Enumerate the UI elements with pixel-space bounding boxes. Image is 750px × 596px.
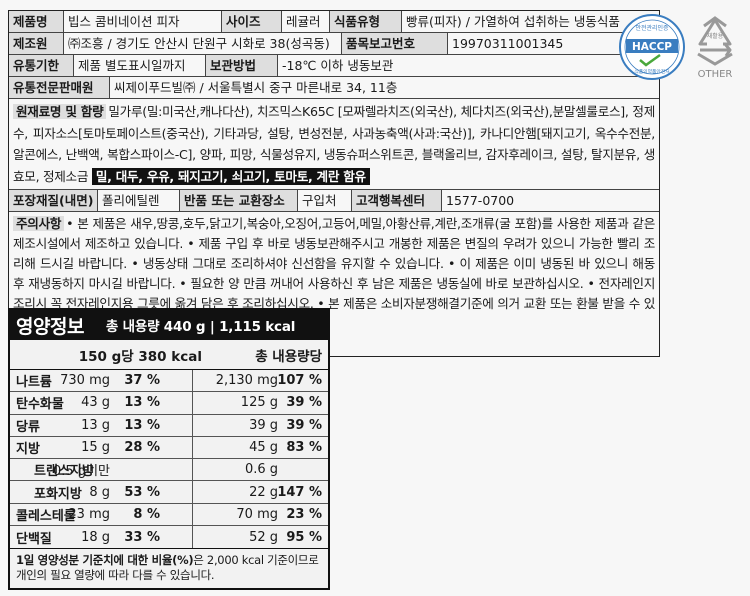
footnote-text: 은 2,000 kcal 기준이므로 개인의 필요 열량에 따라 다를 수 있습… xyxy=(16,553,319,583)
storage-value: -18℃ 이하 냉동보관 xyxy=(277,55,659,76)
recycle-other-icon: 재활용 OTHER xyxy=(697,16,733,80)
recycle-top-text: 재활용 xyxy=(707,32,724,40)
nutrition-rows: 나트륨 730 mg 37 % 2,130 mg 107 % 탄수화물 43 g… xyxy=(10,370,328,549)
nutrient-name: 나트륨 xyxy=(16,375,52,391)
exchange-value: 구입처 xyxy=(297,190,351,211)
exchange-label: 반품 또는 교환장소 xyxy=(179,190,297,211)
info-row-name: 제품명 빕스 콤비네이션 피자 사이즈 레귤러 식품유형 빵류(피자) / 가열… xyxy=(9,11,659,33)
maker-label: 제조원 xyxy=(9,33,63,54)
nutrient-percent-total: 147 % xyxy=(277,484,322,500)
nutrient-percent-serving: 8 % xyxy=(133,506,160,522)
haccp-top-text: 안전관리인증 xyxy=(635,24,669,32)
info-row-maker: 제조원 ㈜조흥 / 경기도 안산시 단원구 시화로 38(성곡동) 품목보고번호… xyxy=(9,33,659,55)
nutrient-amount-serving: 43 g xyxy=(81,395,110,411)
per-total-header: 총 내용량당 xyxy=(255,348,322,365)
nutrition-title: 영양정보 xyxy=(16,315,84,338)
nutrient-percent-total: 23 % xyxy=(286,506,322,522)
nutrient-amount-total: 0.6 g xyxy=(244,462,278,478)
nutrition-total: 총 내용량 440 g | 1,115 kcal xyxy=(105,319,296,335)
name-label: 제품명 xyxy=(9,11,63,32)
storage-label: 보관방법 xyxy=(205,55,277,76)
cs-label: 고객행복센터 xyxy=(351,190,441,211)
seller-value: 씨제이푸드빌㈜ / 서울특별시 중구 마른내로 34, 11층 xyxy=(109,77,659,98)
nutrient-percent-serving: 28 % xyxy=(124,440,160,456)
nutrition-row: 포화지방 8 g 53 % 22 g 147 % xyxy=(10,481,328,504)
haccp-text: HACCP xyxy=(632,41,672,53)
nutrient-amount-total: 52 g xyxy=(249,529,278,545)
nutrient-percent-total: 107 % xyxy=(277,373,322,389)
type-label: 식품유형 xyxy=(329,11,401,32)
cs-phone: 1577-0700 xyxy=(441,190,659,211)
nutrition-header: 영양정보 총 내용량 440 g | 1,115 kcal xyxy=(10,310,328,340)
nutrient-amount-serving: 0.5 g미만 xyxy=(53,464,110,480)
nutrient-amount-serving: 15 g xyxy=(81,440,110,456)
ingredients-label: 원재료명 및 함량 xyxy=(13,104,107,119)
nutrient-name: 콜레스테롤 xyxy=(16,508,76,524)
nutrient-name: 트랜스지방 xyxy=(34,464,94,480)
nutrient-amount-total: 70 mg xyxy=(236,506,278,522)
nutrient-amount-total: 2,130 mg xyxy=(215,373,278,389)
packaging-label: 포장재질(내면) xyxy=(9,190,97,211)
type-value: 빵류(피자) / 가열하여 섭취하는 냉동식품 xyxy=(401,11,659,32)
nutrient-amount-total: 125 g xyxy=(240,395,278,411)
nutrition-column-header: 150 g당 380 kcal 총 내용량당 xyxy=(10,340,328,370)
nutrient-name: 지방 xyxy=(16,442,40,458)
expiry-value: 제품 별도표시일까지 xyxy=(73,55,205,76)
ingredients-block: 원재료명 및 함량 밀가루(밀:미국산,캐나다산), 치즈믹스K65C [모짜렐라… xyxy=(9,99,659,189)
nutrient-amount-serving: 18 g xyxy=(81,529,110,545)
nutrient-name: 탄수화물 xyxy=(16,397,64,413)
nutrition-footnote: 1일 영양성분 기준치에 대한 비율(%)은 2,000 kcal 기준이므로 … xyxy=(10,548,328,587)
per-serving-header: 150 g당 380 kcal xyxy=(78,348,202,365)
nutrition-row: 단백질 18 g 33 % 52 g 95 % xyxy=(10,526,328,549)
nutrient-amount-total: 45 g xyxy=(249,440,278,456)
report-number: 19970311001345 xyxy=(447,33,659,54)
nutrition-row: 나트륨 730 mg 37 % 2,130 mg 107 % xyxy=(10,370,328,393)
info-row-packaging: 포장재질(내면) 폴리에틸렌 반품 또는 교환장소 구입처 고객행복센터 157… xyxy=(9,190,659,212)
nutrient-percent-serving: 13 % xyxy=(124,395,160,411)
ingredients-text: 밀가루(밀:미국산,캐나다산), 치즈믹스K65C [모짜렐라치즈(외국산), … xyxy=(13,104,655,184)
caution-label: 주의사항 xyxy=(13,216,65,231)
packaging-value: 폴리에틸렌 xyxy=(97,190,179,211)
haccp-logo: 안전관리인증 HACCP 식품의약품안전처 xyxy=(619,14,685,80)
nutrition-row: 당류 13 g 13 % 39 g 39 % xyxy=(10,414,328,437)
nutrition-facts: 영양정보 총 내용량 440 g | 1,115 kcal 150 g당 380… xyxy=(8,308,330,590)
recycle-other-text: OTHER xyxy=(698,69,733,80)
info-row-seller: 유통전문판매원 씨제이푸드빌㈜ / 서울특별시 중구 마른내로 34, 11층 xyxy=(9,77,659,99)
nutrient-name: 단백질 xyxy=(16,531,52,547)
footnote-bold: 1일 영양성분 기준치에 대한 비율(%) xyxy=(16,553,194,568)
haccp-bottom-text: 식품의약품안전처 xyxy=(634,68,669,75)
nutrient-name: 포화지방 xyxy=(34,486,82,502)
product-name: 빕스 콤비네이션 피자 xyxy=(63,11,221,32)
nutrient-percent-total: 95 % xyxy=(286,529,322,545)
nutrient-percent-total: 39 % xyxy=(286,417,322,433)
nutrient-percent-serving: 33 % xyxy=(124,529,160,545)
nutrient-amount-serving: 23 mg xyxy=(68,506,110,522)
nutrition-row: 콜레스테롤 23 mg 8 % 70 mg 23 % xyxy=(10,503,328,527)
nutrient-amount-serving: 13 g xyxy=(81,417,110,433)
nutrient-percent-total: 39 % xyxy=(286,395,322,411)
info-row-expiry: 유통기한 제품 별도표시일까지 보관방법 -18℃ 이하 냉동보관 xyxy=(9,55,659,77)
seller-label: 유통전문판매원 xyxy=(9,77,109,98)
nutrition-row: 지방 15 g 28 % 45 g 83 % xyxy=(10,436,328,460)
product-info-table: 제품명 빕스 콤비네이션 피자 사이즈 레귤러 식품유형 빵류(피자) / 가열… xyxy=(8,10,660,357)
nutrient-percent-total: 83 % xyxy=(286,440,322,456)
nutrient-percent-serving: 37 % xyxy=(124,373,160,389)
nutrient-amount-serving: 730 mg xyxy=(60,373,110,389)
size-label: 사이즈 xyxy=(221,11,281,32)
report-label: 품목보고번호 xyxy=(341,33,447,54)
size-value: 레귤러 xyxy=(281,11,329,32)
nutrient-percent-serving: 53 % xyxy=(124,484,160,500)
nutrient-amount-total: 39 g xyxy=(249,417,278,433)
allergen-notice: 밀, 대두, 우유, 돼지고기, 쇠고기, 토마토, 계란 함유 xyxy=(91,167,370,185)
nutrient-name: 당류 xyxy=(16,419,40,435)
nutrition-row: 탄수화물 43 g 13 % 125 g 39 % xyxy=(10,392,328,415)
expiry-label: 유통기한 xyxy=(9,55,73,76)
maker-value: ㈜조흥 / 경기도 안산시 단원구 시화로 38(성곡동) xyxy=(63,33,341,54)
nutrient-amount-total: 22 g xyxy=(249,484,278,500)
nutrition-row: 트랜스지방 0.5 g미만 0.6 g xyxy=(10,459,328,482)
nutrient-percent-serving: 13 % xyxy=(124,417,160,433)
nutrient-amount-serving: 8 g xyxy=(89,484,110,500)
info-row-ingredients: 원재료명 및 함량 밀가루(밀:미국산,캐나다산), 치즈믹스K65C [모짜렐라… xyxy=(9,99,659,190)
